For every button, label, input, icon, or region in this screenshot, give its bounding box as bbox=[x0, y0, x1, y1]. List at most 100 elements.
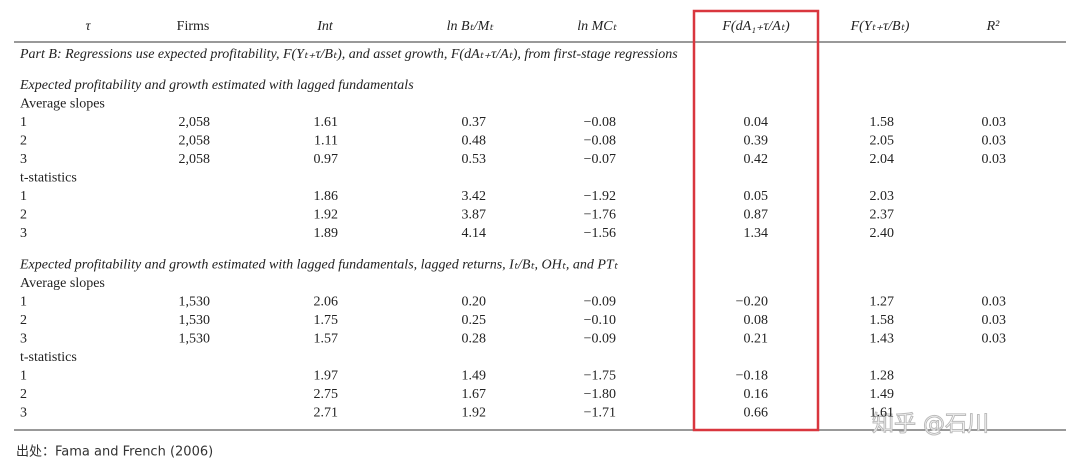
row-label: 2 bbox=[20, 387, 27, 402]
table-cell: 1.61 bbox=[870, 406, 895, 421]
table-cell: 1.49 bbox=[870, 387, 895, 402]
table-cell: −0.20 bbox=[736, 295, 768, 310]
table-cell: 1.92 bbox=[462, 406, 487, 421]
table-cell: 1,530 bbox=[179, 313, 211, 328]
table-cell: −1.56 bbox=[584, 226, 616, 241]
table-cell: 0.03 bbox=[982, 152, 1007, 167]
table-cell: 1.89 bbox=[314, 226, 339, 241]
table-cell: 0.03 bbox=[982, 313, 1007, 328]
row-label: 3 bbox=[20, 332, 27, 347]
table-cell: 0.16 bbox=[744, 387, 769, 402]
table-cell: −0.08 bbox=[584, 134, 616, 149]
table-cell: 0.37 bbox=[462, 115, 487, 130]
table-cell: 2.04 bbox=[870, 152, 895, 167]
table-cell: 3.42 bbox=[462, 189, 487, 204]
table-cell: 0.97 bbox=[314, 152, 339, 167]
table-cell: 1.61 bbox=[314, 115, 339, 130]
row-label: 1 bbox=[20, 295, 27, 310]
table-cell: 2.75 bbox=[314, 387, 339, 402]
table-cell: 1.97 bbox=[314, 369, 339, 384]
table-cell: 0.87 bbox=[744, 208, 769, 223]
group-label: Average slopes bbox=[20, 97, 105, 112]
table-cell: −0.09 bbox=[584, 332, 616, 347]
table-cell: 1.86 bbox=[314, 189, 339, 204]
table-cell: 0.66 bbox=[744, 406, 769, 421]
table-cell: 2.05 bbox=[870, 134, 895, 149]
table-cell: 1.34 bbox=[744, 226, 769, 241]
table-cell: 2.03 bbox=[870, 189, 895, 204]
table-cell: 2.71 bbox=[314, 406, 339, 421]
row-label: 3 bbox=[20, 152, 27, 167]
table-cell: 0.28 bbox=[462, 332, 487, 347]
table-cell: 0.03 bbox=[982, 134, 1007, 149]
table-cell: 1.27 bbox=[870, 295, 895, 310]
table-cell: −0.10 bbox=[584, 313, 616, 328]
table-cell: −1.71 bbox=[584, 406, 616, 421]
table-cell: 0.48 bbox=[462, 134, 487, 149]
row-label: 2 bbox=[20, 313, 27, 328]
group-label: t-statistics bbox=[20, 350, 77, 365]
table-cell: 2,058 bbox=[179, 134, 211, 149]
row-label: 2 bbox=[20, 208, 27, 223]
row-label: 1 bbox=[20, 189, 27, 204]
table-cell: 2.37 bbox=[870, 208, 895, 223]
column-header: Firms bbox=[177, 19, 210, 34]
section-heading: Expected profitability and growth estima… bbox=[19, 78, 414, 93]
table-cell: −1.92 bbox=[584, 189, 616, 204]
table-cell: −0.08 bbox=[584, 115, 616, 130]
section-heading: Expected profitability and growth estima… bbox=[19, 258, 619, 273]
column-header: ln MCₜ bbox=[577, 19, 617, 34]
table-cell: 0.53 bbox=[462, 152, 487, 167]
column-header: τ bbox=[85, 19, 91, 34]
table-cell: 1.49 bbox=[462, 369, 487, 384]
row-label: 3 bbox=[20, 226, 27, 241]
highlight-box bbox=[692, 9, 820, 432]
table-cell: 1.28 bbox=[870, 369, 895, 384]
column-header: Int bbox=[316, 19, 334, 34]
row-label: 2 bbox=[20, 134, 27, 149]
table-cell: 2,058 bbox=[179, 152, 211, 167]
table-cell: 4.14 bbox=[462, 226, 487, 241]
column-header: ln Bₜ/Mₜ bbox=[447, 19, 495, 34]
table-cell: 2.06 bbox=[314, 295, 339, 310]
table-cell: 0.04 bbox=[744, 115, 769, 130]
table-cell: 1.75 bbox=[314, 313, 339, 328]
table-cell: 1,530 bbox=[179, 295, 211, 310]
table-cell: −0.18 bbox=[736, 369, 768, 384]
table-cell: 2.40 bbox=[870, 226, 895, 241]
table-cell: 0.21 bbox=[744, 332, 769, 347]
column-header: F(dA₁₊τ/Aₜ) bbox=[721, 19, 790, 34]
table-cell: 1.58 bbox=[870, 313, 895, 328]
table-cell: 0.20 bbox=[462, 295, 487, 310]
table-cell: 1.11 bbox=[314, 134, 338, 149]
table-cell: 0.03 bbox=[982, 295, 1007, 310]
table-cell: 0.05 bbox=[744, 189, 769, 204]
row-label: 1 bbox=[20, 115, 27, 130]
table-cell: 0.08 bbox=[744, 313, 769, 328]
table-cell: −1.75 bbox=[584, 369, 616, 384]
part-title: Part B: Regressions use expected profita… bbox=[19, 47, 678, 62]
column-header: F(Yₜ₊τ/Bₜ) bbox=[850, 19, 910, 34]
table-cell: −1.80 bbox=[584, 387, 616, 402]
table-cell: 1.92 bbox=[314, 208, 339, 223]
table-cell: 1.43 bbox=[870, 332, 895, 347]
table-cell: 2,058 bbox=[179, 115, 211, 130]
row-label: 3 bbox=[20, 406, 27, 421]
source-note: 出处：Fama and French (2006) bbox=[16, 445, 213, 460]
table-cell: 0.03 bbox=[982, 115, 1007, 130]
group-label: t-statistics bbox=[20, 171, 77, 186]
table-cell: −1.76 bbox=[584, 208, 616, 223]
table-cell: 0.03 bbox=[982, 332, 1007, 347]
table-cell: 3.87 bbox=[462, 208, 487, 223]
table-cell: 1.67 bbox=[462, 387, 487, 402]
table-cell: −0.07 bbox=[584, 152, 616, 167]
table-cell: −0.09 bbox=[584, 295, 616, 310]
table-cell: 1.57 bbox=[314, 332, 339, 347]
row-label: 1 bbox=[20, 369, 27, 384]
table-cell: 0.39 bbox=[744, 134, 769, 149]
table-cell: 1,530 bbox=[179, 332, 211, 347]
table-cell: 1.58 bbox=[870, 115, 895, 130]
column-header: R² bbox=[986, 19, 1001, 34]
group-label: Average slopes bbox=[20, 276, 105, 291]
